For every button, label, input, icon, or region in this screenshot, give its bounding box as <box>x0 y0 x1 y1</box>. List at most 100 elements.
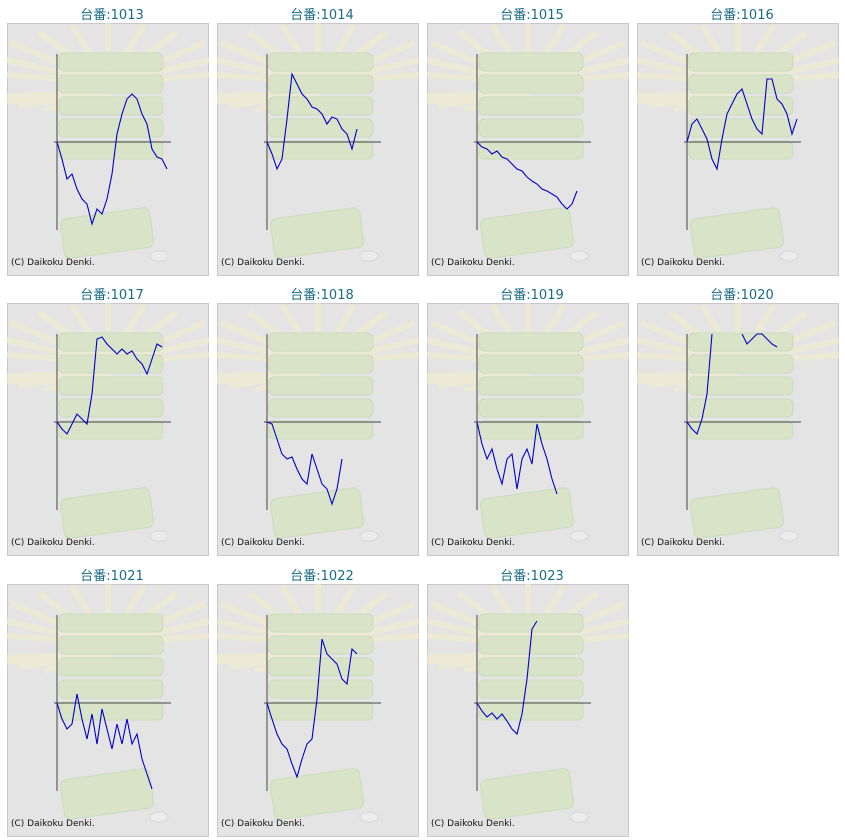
chart: (C) Daikoku Denki. <box>427 303 629 556</box>
chart-title: 台番:1016 <box>710 8 774 23</box>
art-tray <box>479 768 575 820</box>
art-block <box>268 118 374 138</box>
ray <box>427 651 529 660</box>
background-art <box>427 584 629 823</box>
data-line <box>476 141 578 210</box>
chart: (C) Daikoku Denki. <box>427 23 629 276</box>
chart-cell: 台番:1020 (C) Daikoku Denki. <box>637 280 845 558</box>
art-block <box>478 118 584 138</box>
ray <box>7 90 109 99</box>
chart: (C) Daikoku Denki. <box>217 23 419 276</box>
chart-title: 台番:1022 <box>290 569 354 584</box>
data-line <box>56 93 168 226</box>
chart-title: 台番:1021 <box>80 569 144 584</box>
art-block <box>268 679 374 699</box>
art-block <box>478 354 584 374</box>
art-block <box>268 96 374 116</box>
art-block <box>478 74 584 94</box>
art-coin <box>569 811 589 823</box>
chart-cell: 台番:1015 (C) Daikoku Denki. <box>427 0 637 278</box>
art-block <box>58 96 164 116</box>
art-block <box>478 657 584 677</box>
art-block <box>688 354 794 374</box>
chart-title: 台番:1017 <box>80 288 144 303</box>
credit: (C) Daikoku Denki. <box>11 538 95 548</box>
chart-cell: 台番:1022 (C) Daikoku Denki. <box>217 561 427 839</box>
art-block <box>478 420 584 440</box>
chart: (C) Daikoku Denki. <box>7 303 209 556</box>
background-art <box>7 303 209 542</box>
ray <box>427 370 529 379</box>
chart-title: 台番:1014 <box>290 8 354 23</box>
data-line <box>266 72 358 171</box>
art-block <box>688 52 794 72</box>
chart-title: 台番:1019 <box>500 288 564 303</box>
chart-cell: 台番:1021 (C) Daikoku Denki. <box>7 561 217 839</box>
ray <box>217 651 319 660</box>
data-line <box>686 333 778 436</box>
art-block <box>58 332 164 352</box>
art-block <box>58 354 164 374</box>
art-block <box>58 74 164 94</box>
art-block <box>58 657 164 677</box>
background-art <box>217 584 419 823</box>
data-line <box>476 620 538 736</box>
art-block <box>688 376 794 396</box>
art-block <box>478 398 584 418</box>
chart-cell: 台番:1016 (C) Daikoku Denki. <box>637 0 845 278</box>
art-block <box>478 52 584 72</box>
art-block <box>58 398 164 418</box>
background-art <box>637 303 839 542</box>
chart: (C) Daikoku Denki. <box>637 23 839 276</box>
art-tray <box>479 207 575 259</box>
art-block <box>268 398 374 418</box>
chart: (C) Daikoku Denki. <box>217 584 419 837</box>
chart: (C) Daikoku Denki. <box>427 584 629 837</box>
ray <box>7 651 109 660</box>
art-block <box>58 118 164 138</box>
background-art <box>217 303 419 542</box>
background-art <box>427 23 629 262</box>
art-tray <box>689 487 785 539</box>
ray <box>217 90 319 99</box>
art-coin <box>149 530 169 542</box>
art-block <box>58 635 164 655</box>
art-coin <box>149 250 169 262</box>
credit: (C) Daikoku Denki. <box>221 819 305 829</box>
ray <box>637 370 739 379</box>
chart-cell: 台番:1017 (C) Daikoku Denki. <box>7 280 217 558</box>
chart-cell: 台番:1018 (C) Daikoku Denki. <box>217 280 427 558</box>
chart: (C) Daikoku Denki. <box>217 303 419 556</box>
chart: (C) Daikoku Denki. <box>637 303 839 556</box>
art-block <box>478 140 584 160</box>
art-coin <box>149 811 169 823</box>
chart-cell: 台番:1013 (C) Daikoku Denki. <box>7 0 217 278</box>
chart-cell: 台番:1019 (C) Daikoku Denki. <box>427 280 637 558</box>
chart-title: 台番:1020 <box>710 288 774 303</box>
art-tray <box>479 487 575 539</box>
art-block <box>268 52 374 72</box>
chart-title: 台番:1015 <box>500 8 564 23</box>
ray <box>217 370 319 379</box>
art-tray <box>269 207 365 259</box>
art-block <box>268 657 374 677</box>
art-tray <box>59 207 155 259</box>
credit: (C) Daikoku Denki. <box>221 258 305 268</box>
art-coin <box>569 530 589 542</box>
art-block <box>58 376 164 396</box>
chart: (C) Daikoku Denki. <box>7 23 209 276</box>
art-block <box>478 701 584 721</box>
credit: (C) Daikoku Denki. <box>431 819 515 829</box>
credit: (C) Daikoku Denki. <box>221 538 305 548</box>
art-block <box>478 613 584 633</box>
art-block <box>268 376 374 396</box>
background-art <box>7 584 209 823</box>
art-coin <box>359 250 379 262</box>
art-block <box>268 332 374 352</box>
art-coin <box>359 530 379 542</box>
data-line <box>56 336 163 435</box>
art-block <box>688 398 794 418</box>
art-block <box>58 679 164 699</box>
art-block <box>268 354 374 374</box>
